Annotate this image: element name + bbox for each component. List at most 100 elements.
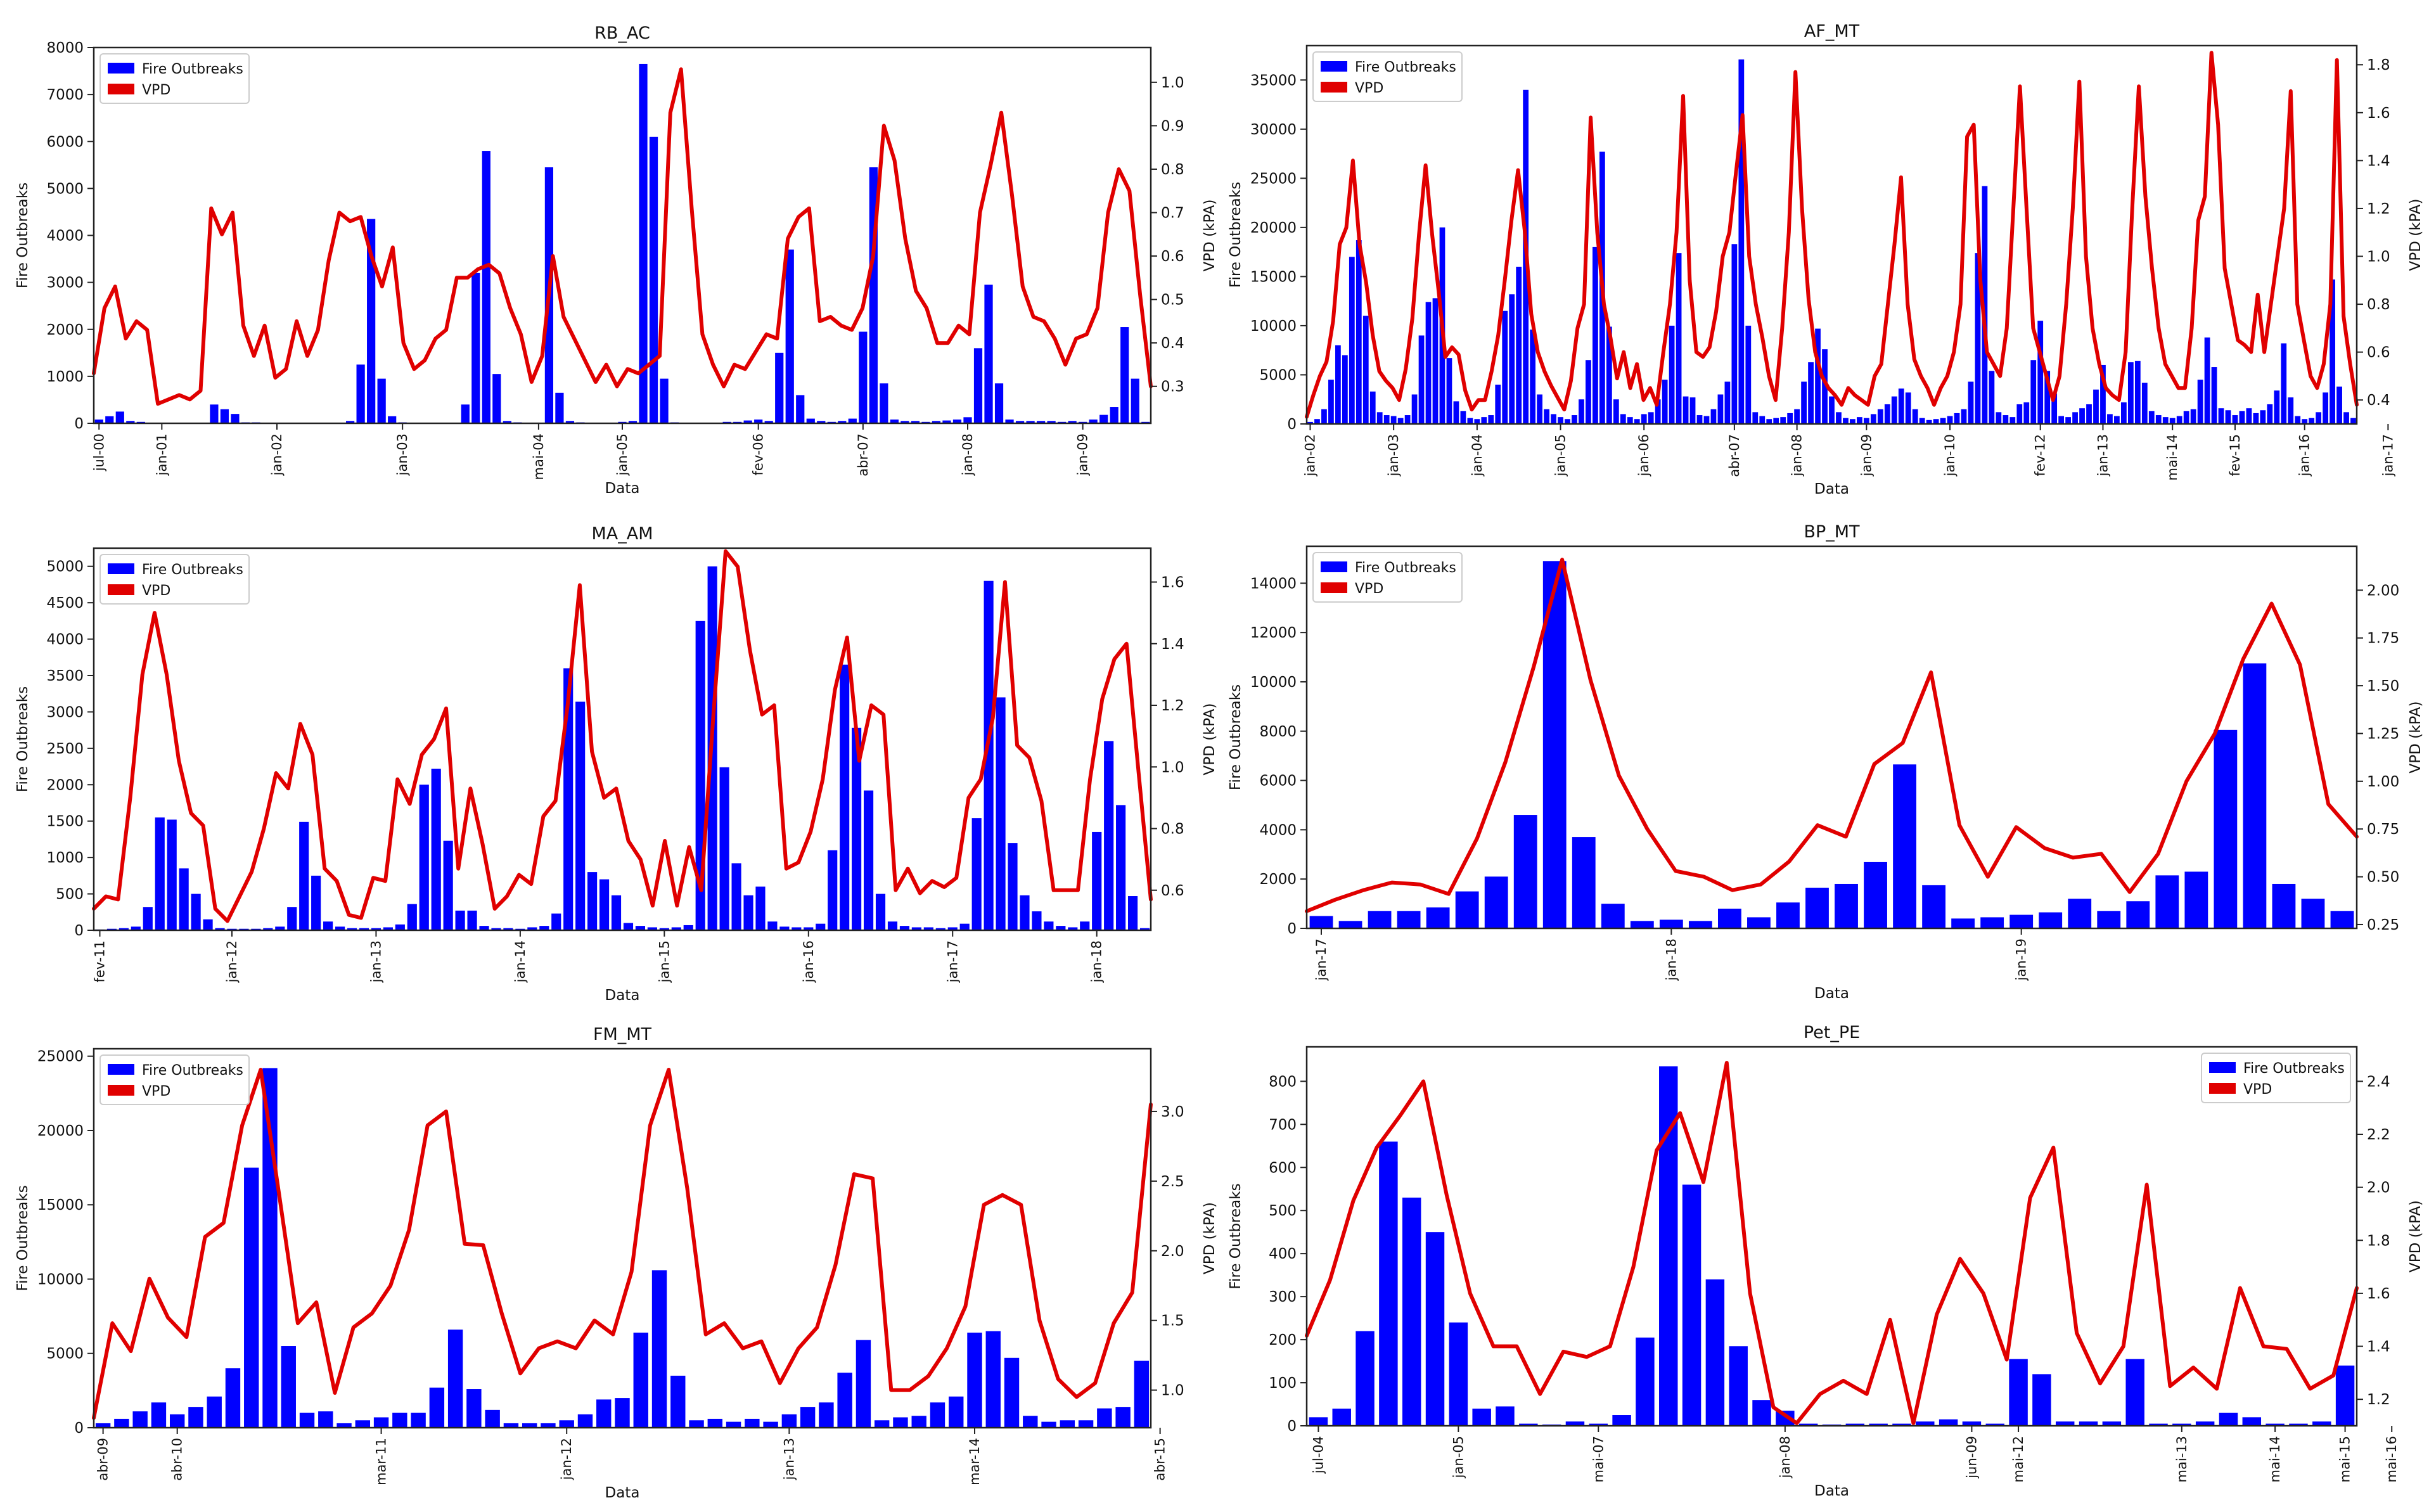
fire-bar (359, 928, 369, 930)
y-tick-label-right: 0.8 (2367, 297, 2390, 313)
fire-bar (1068, 927, 1078, 930)
fire-bar (1738, 59, 1745, 424)
y-tick-label-left: 10000 (37, 1271, 84, 1288)
fire-bar (754, 420, 763, 423)
legend-label-fire: Fire Outbreaks (142, 562, 243, 578)
x-tick-label: jan-05 (1553, 434, 1568, 477)
fire-bar (1397, 911, 1421, 928)
fire-bar (1397, 418, 1404, 424)
fire-bar (2039, 912, 2063, 928)
fire-bar (126, 421, 135, 423)
fire-bar (95, 1423, 111, 1428)
legend-label-fire: Fire Outbreaks (1355, 60, 1456, 75)
y-tick-label-left: 500 (56, 887, 84, 903)
x-tick-label: mai-15 (2338, 1436, 2353, 1482)
fire-bar (806, 418, 815, 423)
fire-bar (1488, 415, 1494, 424)
fire-bar (429, 1387, 445, 1428)
fire-bar (659, 928, 669, 930)
legend-swatch-fire (1321, 61, 1347, 72)
fire-bar (1729, 1346, 1748, 1426)
fire-bar (318, 1411, 333, 1428)
y-tick-label-left: 4000 (46, 632, 84, 648)
fire-bar (887, 921, 898, 930)
fire-bar (1717, 908, 1741, 928)
y-tick-label-left: 600 (1269, 1160, 1297, 1176)
vpd-line (92, 1068, 1153, 1420)
fire-bar (1115, 1407, 1131, 1428)
fire-bar (848, 418, 857, 423)
y-tick-label-left: 15000 (1250, 269, 1297, 285)
fire-bar (1835, 883, 1858, 928)
y-tick-label-left: 4500 (46, 595, 84, 612)
x-axis-label: Data (605, 1485, 640, 1501)
fire-bar (633, 1332, 648, 1428)
y-tick-label-left: 25000 (37, 1049, 84, 1065)
fire-bar (764, 421, 773, 423)
fire-bar (346, 421, 355, 423)
fire-bar (311, 875, 321, 930)
fire-bar (1662, 380, 1668, 424)
fire-bar (863, 790, 874, 930)
fire-bar (2190, 409, 2196, 424)
legend-label-vpd: VPD (142, 82, 170, 98)
fire-bar (963, 417, 972, 423)
y-axis-label-left: Fire Outbreaks (15, 183, 31, 288)
legend-label-vpd: VPD (142, 1084, 170, 1099)
x-tick-label: jan-02 (1302, 434, 1317, 477)
fire-bar (299, 821, 309, 930)
fire-bar (1989, 371, 1995, 424)
plot-frame (93, 547, 1152, 932)
fire-bar (1362, 316, 1369, 424)
fire-bar (2260, 410, 2266, 424)
fire-bar (1089, 420, 1098, 423)
fire-bar (707, 1418, 723, 1428)
fire-bar (817, 421, 826, 423)
fire-bar (467, 910, 477, 930)
legend-swatch-fire (1321, 561, 1347, 572)
y-tick-label-right: 1.75 (2367, 631, 2399, 647)
fire-bar (2055, 1421, 2075, 1426)
fire-bar (1338, 921, 1362, 928)
legend-swatch-vpd (1321, 82, 1347, 93)
legend-box (1312, 552, 1463, 603)
fire-bar (1620, 414, 1626, 424)
x-tick-label: jan-16 (2297, 434, 2312, 477)
fire-bar (2214, 729, 2238, 928)
fire-bar (880, 383, 888, 423)
y-tick-label-left: 6000 (46, 134, 84, 150)
fire-bar (828, 850, 838, 930)
fire-bar (1349, 257, 1355, 424)
y-tick-label-right: 1.6 (2367, 1286, 2390, 1302)
vpd-line (1305, 51, 2359, 419)
fire-bar (1933, 419, 1939, 424)
fire-bar (1586, 360, 1591, 424)
fire-bar (1484, 876, 1508, 928)
legend-box (99, 53, 250, 104)
fire-bar (1682, 396, 1689, 424)
chart-panel-rb-ac: 0 1000 2000 3000 4000 5000 6000 7000 8000 0.3 0.4 0… (15, 23, 1218, 497)
fire-bar (482, 151, 490, 423)
fire-bar (1005, 420, 1014, 423)
fire-bar (635, 926, 646, 930)
x-tick-label: jan-13 (2095, 434, 2110, 477)
fire-bar (967, 1332, 982, 1428)
fire-bar (1496, 1406, 1515, 1426)
y-tick-label-left: 10000 (1250, 674, 1297, 691)
fire-bar (1636, 1337, 1655, 1426)
fire-bar (1898, 388, 1904, 424)
fire-bar (1815, 328, 1821, 424)
y-tick-label-right: 0.75 (2367, 821, 2399, 838)
fire-bar (466, 1389, 482, 1428)
fire-bar (281, 1346, 296, 1428)
x-tick-label: jan-03 (395, 433, 410, 476)
fire-bar (2239, 411, 2245, 424)
x-axis-label: Data (1814, 481, 1849, 497)
x-tick-label: mai-14 (2165, 434, 2180, 480)
fire-bar (1402, 1197, 1421, 1426)
fire-bar (1884, 404, 1890, 424)
fire-bar (1962, 1421, 1982, 1426)
legend: Fire Outbreaks VPD (2201, 1053, 2351, 1103)
y-tick-label-right: 3.0 (1161, 1104, 1184, 1120)
vpd-line (1305, 1061, 2359, 1425)
